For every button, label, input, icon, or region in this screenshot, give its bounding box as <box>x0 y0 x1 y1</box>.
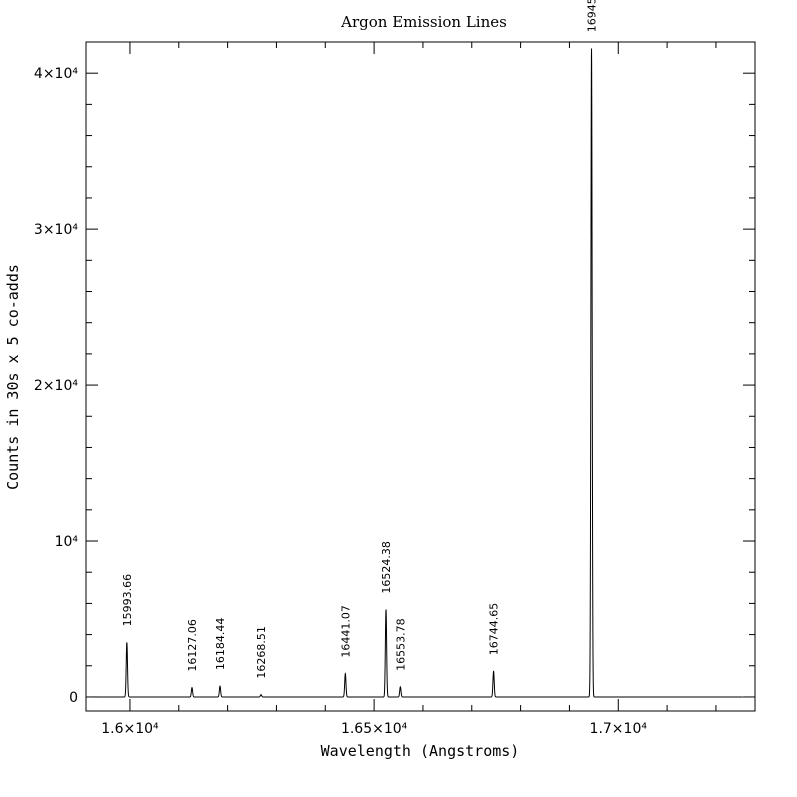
x-tick-label: 1.6×10⁴ <box>101 721 159 737</box>
peak-label: 16744.65 <box>488 603 501 656</box>
peak-label: 16553.78 <box>394 618 407 671</box>
peak-label: 16268.51 <box>255 626 268 679</box>
peak-label: 16127.06 <box>186 619 199 672</box>
plot-frame <box>85 41 756 712</box>
peak-label: 16945.21 <box>586 0 599 32</box>
chart-title: Argon Emission Lines <box>340 13 507 31</box>
y-tick-label: 10⁴ <box>55 534 79 550</box>
y-tick-label: 2×10⁴ <box>34 378 78 394</box>
spectrum-line <box>93 48 743 698</box>
peak-label: 16524.38 <box>380 541 393 594</box>
peak-label: 16184.44 <box>214 618 227 671</box>
x-tick-label: 1.65×10⁴ <box>341 721 408 737</box>
tick-labels: 1.6×10⁴ 1.65×10⁴ 1.7×10⁴ 0 10⁴ 2×10⁴ 3×10⁴ 4×10… <box>34 66 647 737</box>
peak-annotations: 15993.66 16127.06 16184.44 16268.51 16441.07… <box>121 0 599 679</box>
y-tick-label: 0 <box>69 690 78 706</box>
y-tick-label: 4×10⁴ <box>34 66 78 82</box>
x-tick-label: 1.7×10⁴ <box>590 721 648 737</box>
peak-label: 15993.66 <box>121 574 134 627</box>
y-tick-label: 3×10⁴ <box>34 222 78 238</box>
x-axis-label: Wavelength (Angstroms) <box>321 742 520 760</box>
y-axis-label: Counts in 30s x 5 co-adds <box>4 264 22 490</box>
peak-label: 16441.07 <box>339 605 352 658</box>
axis-ticks <box>86 41 755 711</box>
